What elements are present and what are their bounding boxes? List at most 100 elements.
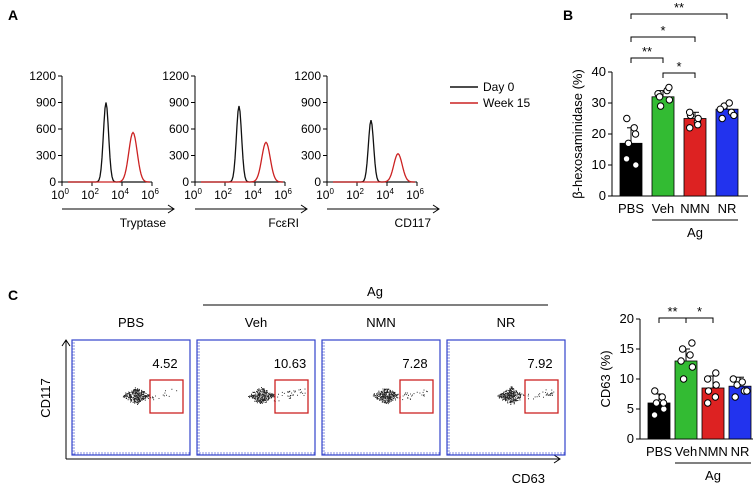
data-point: [712, 381, 720, 389]
bar-chart-b: 0 10 20 30 40 β-hexosaminidase (%) PBS Veh NMN NR…: [570, 0, 748, 240]
x-tick-exponent: 4: [389, 187, 394, 196]
y-tick-label: 900: [301, 96, 321, 110]
data-point: [665, 83, 673, 92]
data-point: [716, 105, 725, 113]
event-dots: [497, 386, 555, 405]
x-tick-label: 106: [141, 187, 159, 202]
flow-plot-nmn: NMN 7.28: [321, 315, 441, 456]
data-point: [678, 345, 687, 353]
cd117-arrowhead: [61, 339, 71, 347]
event-dots: [122, 387, 178, 406]
significance-bracket: [685, 317, 714, 323]
data-point: [656, 102, 665, 110]
x-tick-exponent: 0: [197, 187, 202, 196]
cd63-positive-gate: [399, 379, 434, 414]
y-tick-label: 20: [620, 311, 634, 326]
x-tick-exponent: 2: [359, 187, 364, 196]
marker-arrowhead: [300, 204, 308, 214]
x-tick-exponent: 6: [154, 187, 159, 196]
category-label-nmn: NMN: [698, 444, 728, 459]
panel-label-c: C: [8, 287, 18, 303]
day0-histogram-curve: [68, 102, 150, 183]
significance-bracket: [630, 57, 664, 63]
category-label-nr: NR: [718, 201, 737, 216]
gate-percentage: 10.63: [274, 356, 307, 371]
x-tick-label: 102: [346, 187, 364, 202]
x-tick-label: 106: [406, 187, 424, 202]
x-tick-label: 100: [184, 187, 202, 202]
panel-label-b: B: [563, 7, 573, 23]
data-point: [659, 399, 668, 407]
y-tick-label: 10: [620, 371, 634, 386]
y-tick-label: 1200: [294, 69, 321, 83]
histogram-fcri: 0 300 600 900 1200 100 102 104 106 FcεRI: [162, 69, 308, 230]
data-point: [704, 399, 712, 407]
data-point: [623, 114, 631, 123]
significance-bracket-label: *: [660, 23, 665, 38]
data-point: [685, 108, 694, 117]
bar-veh: [651, 96, 675, 197]
x-tick-exponent: 6: [419, 187, 424, 196]
category-label-nmn: NMN: [680, 201, 710, 216]
flow-plot-pbs: PBS 4.52: [71, 315, 191, 456]
significance-bracket-label: **: [667, 304, 677, 319]
y-axis-label: CD117: [38, 378, 53, 418]
condition-label: NMN: [366, 315, 396, 330]
y-tick-label: 20: [592, 126, 606, 141]
x-tick-exponent: 4: [257, 187, 262, 196]
y-tick-label: 1200: [29, 69, 56, 83]
y-tick-label: 300: [36, 149, 56, 163]
data-point: [711, 393, 720, 401]
x-tick-label: 104: [244, 187, 262, 202]
flow-plot-veh: Veh 10.63: [196, 315, 316, 456]
data-point: [712, 369, 720, 377]
condition-label: Veh: [245, 315, 267, 330]
data-point: [703, 375, 712, 383]
y-tick-label: 900: [169, 96, 189, 110]
data-point: [679, 375, 688, 383]
event-dots: [248, 386, 306, 405]
category-label-pbs: PBS: [646, 444, 672, 459]
y-tick-label: 15: [620, 341, 634, 356]
x-tick-label: 102: [214, 187, 232, 202]
y-tick-label: 300: [301, 149, 321, 163]
gate-percentage: 7.92: [527, 356, 552, 371]
x-tick-exponent: 4: [124, 187, 129, 196]
day0-histogram-curve: [333, 120, 415, 183]
y-tick-label: 900: [36, 96, 56, 110]
data-point: [651, 387, 659, 395]
x-tick-label: 106: [274, 187, 292, 202]
flow-plot-nr: NR 7.92: [446, 315, 566, 456]
y-tick-label: 600: [36, 122, 56, 136]
marker-arrowhead: [167, 204, 175, 214]
y-tick-label: 600: [301, 122, 321, 136]
data-point: [665, 96, 674, 104]
day0-histogram-curve: [201, 105, 283, 183]
x-tick-label: 104: [111, 187, 129, 202]
marker-label: FcεRI: [268, 216, 299, 230]
y-axis-label: β-hexosaminidase (%): [570, 69, 585, 199]
y-tick-label: 600: [169, 122, 189, 136]
x-tick-label: 104: [376, 187, 394, 202]
data-point: [630, 124, 638, 132]
significance-bracket-label: *: [676, 59, 681, 74]
significance-bracket: [662, 72, 696, 78]
data-point: [725, 99, 733, 107]
cd63-arrowhead: [553, 454, 561, 464]
marker-label: Tryptase: [120, 216, 167, 230]
bar-nr: [715, 108, 739, 197]
data-point: [738, 378, 746, 386]
condition-label: PBS: [118, 315, 144, 330]
x-tick-label: 100: [316, 187, 334, 202]
event-dots: [372, 388, 428, 405]
marker-label: CD117: [395, 216, 432, 230]
histogram-tryptase: 0 300 600 900 1200 100 102 104 106 Tryptase: [29, 69, 175, 230]
data-point: [660, 405, 668, 413]
y-axis-label: CD63 (%): [598, 350, 613, 407]
cd63-positive-gate: [149, 379, 184, 414]
x-axis-label: CD63: [512, 471, 545, 486]
data-point: [694, 121, 702, 129]
data-point: [624, 139, 633, 148]
x-tick-exponent: 2: [94, 187, 99, 196]
